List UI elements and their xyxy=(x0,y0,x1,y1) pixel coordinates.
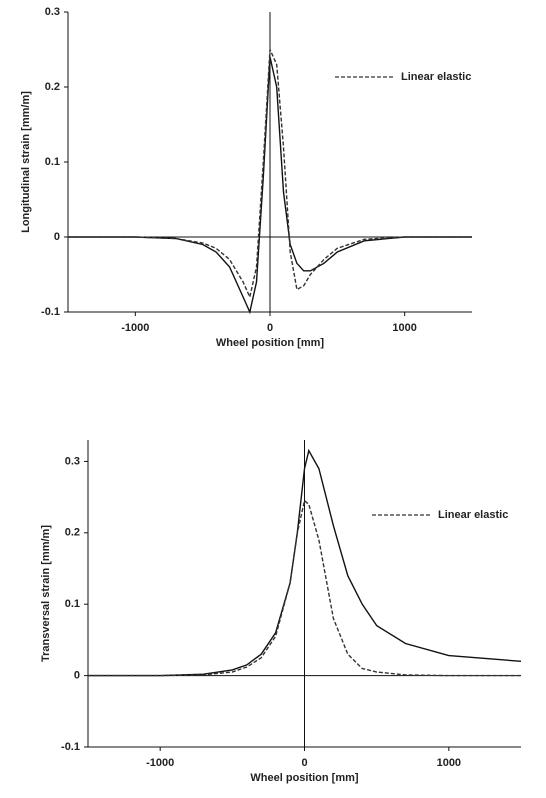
y-tick-label: 0.2 xyxy=(65,527,80,539)
data-line xyxy=(68,49,472,300)
y-axis-label: Transversal strain [mm/m] xyxy=(40,525,52,662)
x-tick-label: 0 xyxy=(267,322,273,334)
x-tick-label: 1000 xyxy=(437,757,461,769)
legend-label: Linear elastic xyxy=(438,509,508,521)
data-line xyxy=(68,56,472,315)
x-tick-label: 1000 xyxy=(392,322,416,334)
y-tick-label: 0.3 xyxy=(45,6,60,18)
y-tick-label: 0 xyxy=(54,231,60,243)
y-tick-label: 0 xyxy=(74,670,80,682)
y-tick-label: -0.1 xyxy=(61,741,80,753)
y-tick-label: -0.1 xyxy=(41,306,60,318)
x-axis-label: Wheel position [mm] xyxy=(250,772,359,784)
x-tick-label: 0 xyxy=(301,757,307,769)
x-tick-label: -1000 xyxy=(146,757,174,769)
y-tick-label: 0.1 xyxy=(65,598,80,610)
y-tick-label: 0.1 xyxy=(45,156,60,168)
y-axis-label: Longitudinal strain [mm/m] xyxy=(20,91,32,233)
y-tick-label: 0.2 xyxy=(45,81,60,93)
x-tick-label: -1000 xyxy=(121,322,149,334)
y-tick-label: 0.3 xyxy=(65,455,80,467)
data-line xyxy=(88,448,522,677)
data-line xyxy=(88,499,521,677)
x-axis-label: Wheel position [mm] xyxy=(216,337,325,349)
legend-label: Linear elastic xyxy=(401,71,471,83)
